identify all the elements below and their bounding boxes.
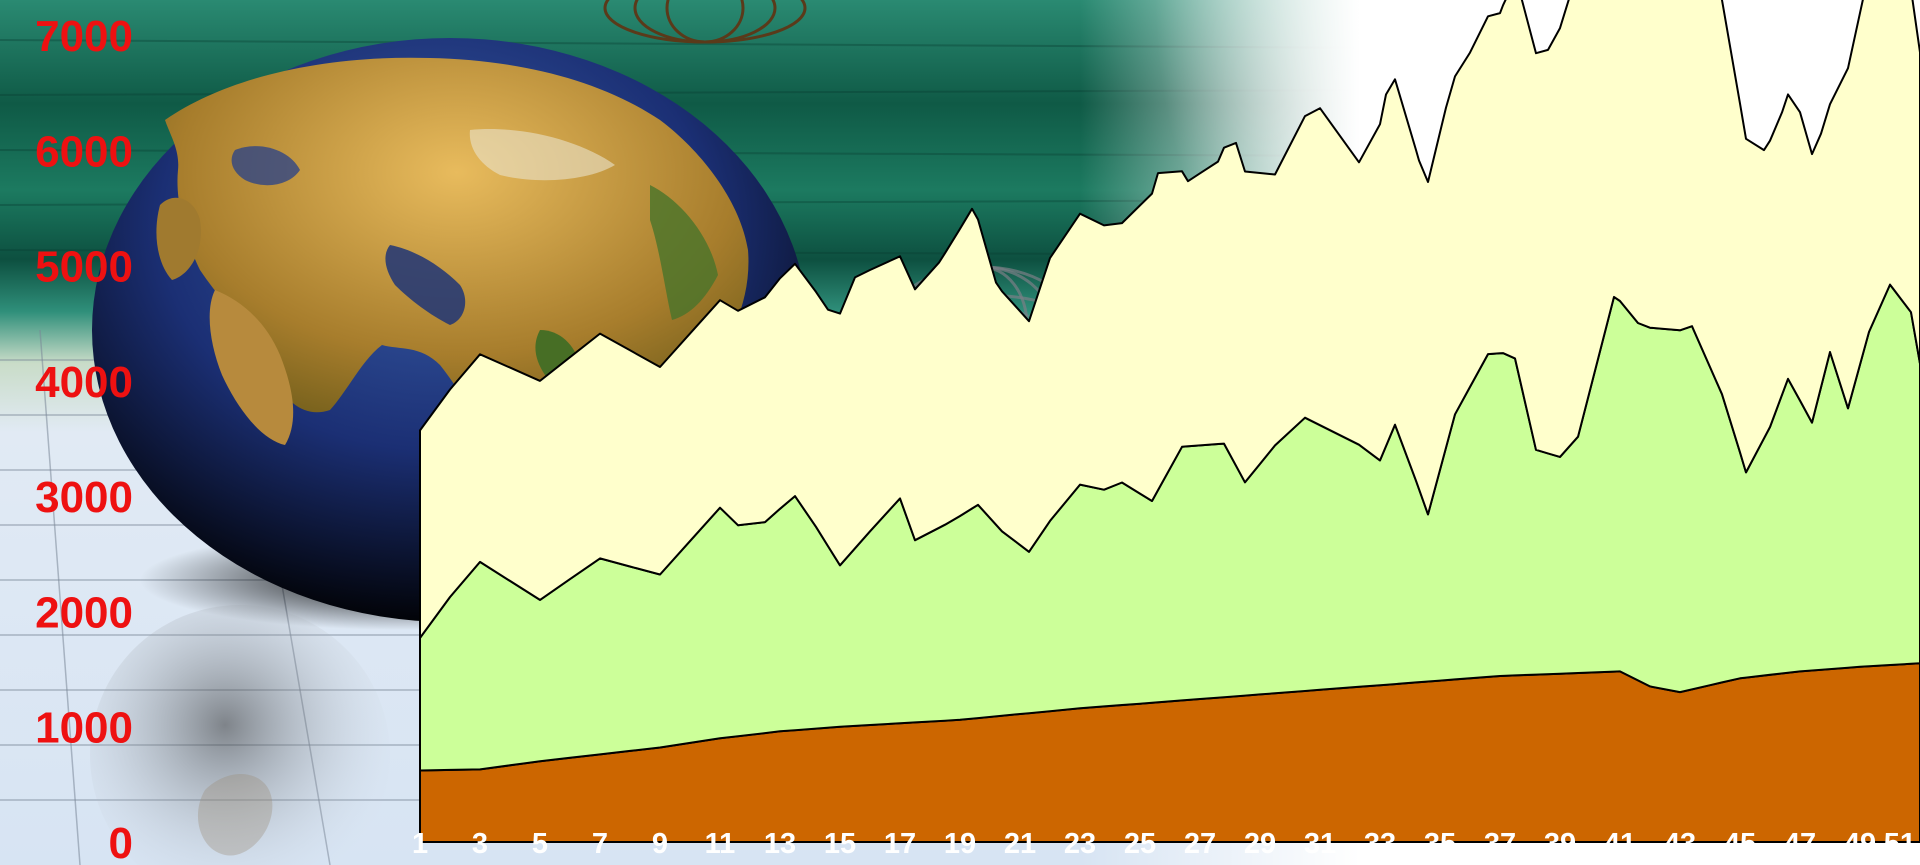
x-tick-label: 51 xyxy=(1884,828,1916,860)
x-tick-label: 15 xyxy=(824,828,856,860)
x-tick-label: 17 xyxy=(884,828,916,860)
y-tick-label: 5000 xyxy=(35,243,133,292)
x-tick-label: 37 xyxy=(1484,828,1516,860)
y-tick-label: 6000 xyxy=(35,127,133,176)
x-tick-label: 21 xyxy=(1004,828,1036,860)
x-tick-label: 1 xyxy=(412,828,428,860)
x-tick-label: 3 xyxy=(472,828,488,860)
y-axis: 0 1000 2000 3000 4000 5000 6000 7000 xyxy=(35,12,133,865)
x-tick-label: 35 xyxy=(1424,828,1456,860)
x-tick-label: 29 xyxy=(1244,828,1276,860)
x-tick-label: 11 xyxy=(705,828,736,860)
x-tick-label: 9 xyxy=(652,828,668,860)
y-tick-label: 0 xyxy=(109,819,133,865)
x-tick-label: 45 xyxy=(1724,828,1756,860)
y-tick-label: 7000 xyxy=(35,12,133,61)
x-tick-label: 19 xyxy=(944,828,976,860)
y-tick-label: 1000 xyxy=(35,704,133,753)
x-tick-label: 13 xyxy=(764,828,796,860)
x-tick-label: 33 xyxy=(1364,828,1396,860)
x-tick-label: 27 xyxy=(1184,828,1216,860)
x-tick-label: 47 xyxy=(1784,828,1816,860)
x-tick-label: 41 xyxy=(1604,828,1636,860)
x-tick-label: 31 xyxy=(1304,828,1336,860)
y-tick-label: 4000 xyxy=(35,358,133,407)
x-tick-label: 25 xyxy=(1124,828,1156,860)
x-axis: 1 3 5 7 9 11 13 15 17 19 21 23 25 27 29 31 33 35 37 39 41 43 4… xyxy=(412,828,1916,860)
x-tick-label: 23 xyxy=(1064,828,1096,860)
y-tick-label: 3000 xyxy=(35,473,133,522)
chart-plot-area xyxy=(419,0,1920,843)
x-tick-label: 39 xyxy=(1544,828,1576,860)
x-tick-label: 43 xyxy=(1664,828,1696,860)
area-series-top xyxy=(419,0,1920,639)
x-tick-label: 5 xyxy=(532,828,548,860)
x-tick-label: 7 xyxy=(592,828,608,860)
y-tick-label: 2000 xyxy=(35,588,133,637)
x-tick-label: 49 xyxy=(1844,828,1876,860)
